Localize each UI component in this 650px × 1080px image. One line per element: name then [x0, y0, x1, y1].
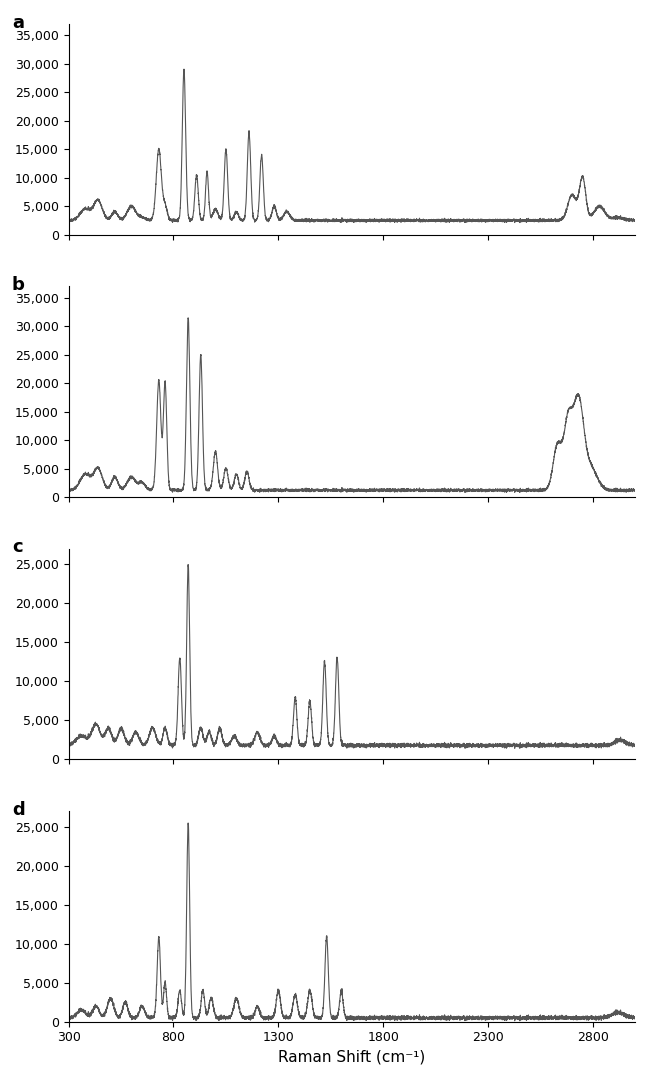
Text: c: c	[12, 538, 23, 556]
X-axis label: Raman Shift (cm⁻¹): Raman Shift (cm⁻¹)	[278, 1050, 425, 1065]
Text: d: d	[12, 800, 25, 819]
Text: a: a	[12, 14, 24, 31]
Text: b: b	[12, 275, 25, 294]
